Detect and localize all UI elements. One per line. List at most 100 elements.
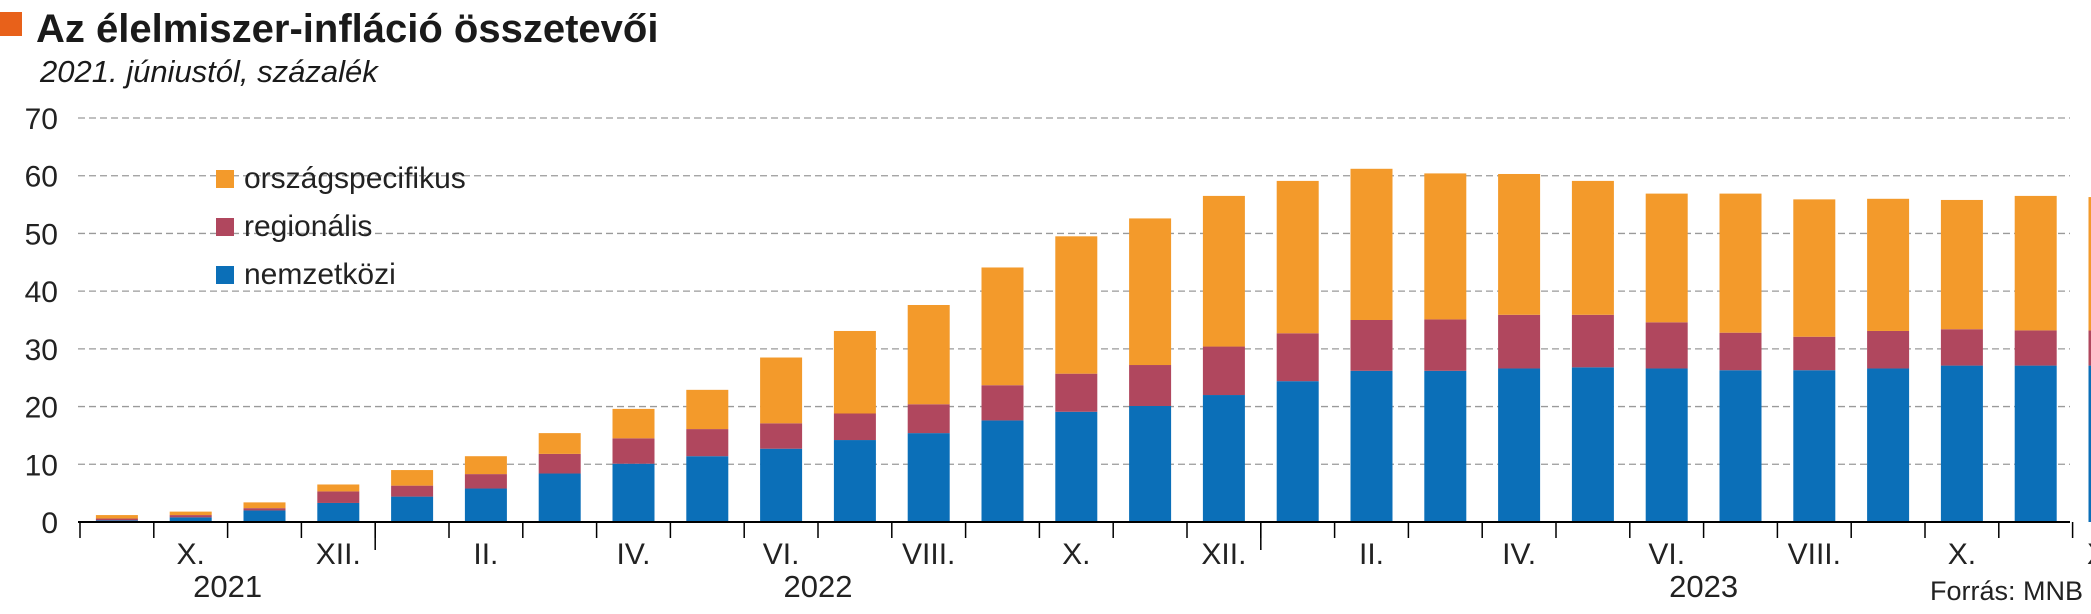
x-tick-label: X. xyxy=(1948,538,1976,571)
bar-regionalis xyxy=(1498,314,1541,369)
bar-nemzetkozi xyxy=(981,420,1024,522)
bar-stack xyxy=(1129,218,1172,522)
bar-stack xyxy=(1498,173,1541,522)
bar-regionalis xyxy=(1350,320,1393,371)
bar-stack xyxy=(1424,173,1467,522)
bar-regionalis xyxy=(1055,373,1098,412)
bar-regionalis xyxy=(612,438,655,464)
bar-stack xyxy=(538,433,581,522)
bar-regionalis xyxy=(243,508,286,511)
bar-regionalis xyxy=(464,474,507,489)
bar-stack xyxy=(1793,199,1836,522)
bar-regionalis xyxy=(391,485,434,497)
chart-title: Az élelmiszer-infláció összetevői xyxy=(36,7,658,51)
year-label: 2021 xyxy=(193,569,262,604)
bar-stack xyxy=(2088,197,2091,522)
x-tick-label: VIII. xyxy=(1788,538,1841,571)
y-tick-label: 50 xyxy=(25,218,58,251)
x-axis xyxy=(78,521,2074,550)
bar-stack xyxy=(1571,180,1614,522)
x-tick-label: VIII. xyxy=(902,538,955,571)
bar-nemzetkozi xyxy=(833,440,876,522)
x-tick-label: II. xyxy=(473,538,498,571)
bar-nemzetkozi xyxy=(760,448,803,522)
bar-stack xyxy=(317,484,360,522)
bar-orszagspecifikus xyxy=(464,456,507,475)
bar-regionalis xyxy=(1129,365,1172,406)
x-tick-label: X. xyxy=(177,538,205,571)
bar-stack xyxy=(1719,193,1762,522)
legend-swatch-regionalis xyxy=(216,218,234,236)
bar-stack xyxy=(833,330,876,522)
bar-stack xyxy=(1350,168,1393,522)
bar-nemzetkozi xyxy=(2088,365,2091,522)
x-tick-label: XII. xyxy=(316,538,361,571)
y-tick-label: 10 xyxy=(25,449,58,482)
bar-stack xyxy=(243,502,286,522)
x-tick-label: II. xyxy=(1359,538,1384,571)
bar-stack xyxy=(464,456,507,522)
bar-nemzetkozi xyxy=(1719,370,1762,522)
bar-nemzetkozi xyxy=(1793,370,1836,522)
bar-orszagspecifikus xyxy=(1498,173,1541,315)
bar-orszagspecifikus xyxy=(2014,195,2057,331)
y-tick-label: 40 xyxy=(25,276,58,309)
bar-orszagspecifikus xyxy=(95,515,138,519)
bar-nemzetkozi xyxy=(1645,368,1688,522)
bar-stack xyxy=(1645,193,1688,522)
bar-nemzetkozi xyxy=(1867,368,1910,522)
bar-stack xyxy=(95,515,138,522)
bars xyxy=(95,168,2091,522)
bar-regionalis xyxy=(1645,322,1688,369)
bar-orszagspecifikus xyxy=(1645,193,1688,323)
bar-nemzetkozi xyxy=(1202,395,1245,522)
y-tick-label: 0 xyxy=(41,507,58,540)
bar-nemzetkozi xyxy=(686,456,729,522)
bar-nemzetkozi xyxy=(1424,370,1467,522)
bar-orszagspecifikus xyxy=(538,433,581,454)
bar-nemzetkozi xyxy=(391,496,434,522)
x-tick-label: VI. xyxy=(1648,538,1685,571)
bar-stack xyxy=(1055,236,1098,522)
bar-nemzetkozi xyxy=(1940,365,1983,522)
bar-stack xyxy=(612,408,655,522)
y-tick-label: 20 xyxy=(25,392,58,425)
bar-orszagspecifikus xyxy=(1276,180,1319,334)
bar-orszagspecifikus xyxy=(1719,193,1762,333)
bar-stack xyxy=(2014,195,2057,522)
bar-orszagspecifikus xyxy=(317,484,360,492)
y-axis-ticks: 0 10 20 30 40 50 60 70 xyxy=(25,103,58,540)
bar-orszagspecifikus xyxy=(686,389,729,430)
bar-regionalis xyxy=(1424,319,1467,371)
bar-nemzetkozi xyxy=(243,510,286,522)
bar-regionalis xyxy=(760,423,803,449)
bar-regionalis xyxy=(1276,333,1319,382)
bar-regionalis xyxy=(2014,330,2057,366)
bar-nemzetkozi xyxy=(464,488,507,522)
bar-regionalis xyxy=(2088,330,2091,366)
bar-nemzetkozi xyxy=(1350,370,1393,522)
bar-orszagspecifikus xyxy=(612,408,655,439)
legend-label-nemzetkozi: nemzetközi xyxy=(244,258,396,291)
x-tick-label: XII. xyxy=(1201,538,1246,571)
year-label: 2022 xyxy=(784,569,853,604)
bar-orszagspecifikus xyxy=(2088,197,2091,331)
bar-orszagspecifikus xyxy=(833,330,876,414)
x-tick-label: X. xyxy=(1062,538,1090,571)
bar-orszagspecifikus xyxy=(1202,195,1245,347)
bar-regionalis xyxy=(1202,346,1245,396)
bar-nemzetkozi xyxy=(317,502,360,522)
bar-regionalis xyxy=(1793,336,1836,371)
bar-orszagspecifikus xyxy=(907,304,950,405)
bar-regionalis xyxy=(981,385,1024,421)
bar-nemzetkozi xyxy=(1276,381,1319,522)
bar-orszagspecifikus xyxy=(169,511,212,516)
bar-stack xyxy=(907,304,950,522)
bar-regionalis xyxy=(1940,329,1983,366)
legend: országspecifikus regionális nemzetközi xyxy=(216,162,466,291)
bar-orszagspecifikus xyxy=(243,502,286,509)
bar-stack xyxy=(391,470,434,522)
bar-regionalis xyxy=(95,518,138,521)
bar-nemzetkozi xyxy=(538,473,581,522)
legend-label-orszagspecifikus: országspecifikus xyxy=(244,162,466,195)
